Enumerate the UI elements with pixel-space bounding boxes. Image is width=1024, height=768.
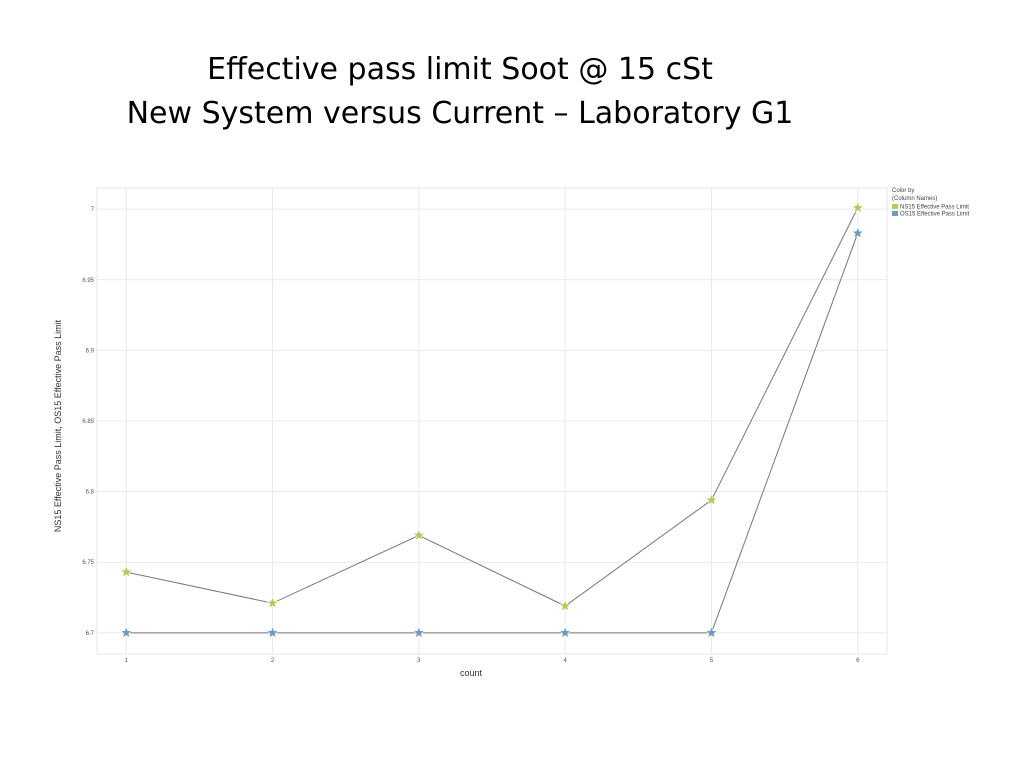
legend-title-line-2: (Column Names) <box>892 196 937 202</box>
legend-entry: NS15 Effective Pass Limit <box>900 205 969 211</box>
data-point-series-1 <box>704 493 718 506</box>
x-tick-labels: 1 2 3 4 5 6 <box>125 658 860 664</box>
data-point-series-2 <box>851 226 865 239</box>
y-tick-label: 6.7 <box>86 631 95 637</box>
data-point-series-1 <box>412 528 426 541</box>
data-point-series-1 <box>851 200 865 214</box>
slide-title: Effective pass limit Soot @ 15 cSt New S… <box>0 48 920 136</box>
data-point-series-1 <box>558 599 572 612</box>
legend-title-line-1: Color by <box>892 188 914 194</box>
series-markers <box>119 200 865 639</box>
legend-swatch <box>892 211 898 216</box>
data-point-series-2 <box>119 626 133 639</box>
legend-entry: OS15 Effective Pass Limit <box>900 212 970 218</box>
x-axis-title: count <box>460 668 483 678</box>
x-tick-label: 3 <box>417 658 421 664</box>
y-tick-label: 7 <box>91 207 95 213</box>
x-tick-label: 5 <box>710 658 714 664</box>
series-line-1 <box>126 207 859 607</box>
y-tick-label: 6.75 <box>82 560 94 566</box>
slide-title-line-1: Effective pass limit Soot @ 15 cSt <box>207 52 713 87</box>
legend-swatch <box>892 204 898 209</box>
y-tick-labels: 6.7 6.75 6.8 6.85 6.9 6.95 7 <box>82 207 94 637</box>
legend: Color by (Column Names) NS15 Effective P… <box>892 188 970 218</box>
data-point-series-1 <box>266 596 280 609</box>
x-tick-label: 2 <box>271 658 275 664</box>
x-tick-label: 4 <box>563 658 567 664</box>
series-line-2 <box>126 233 859 634</box>
y-axis-title: NS15 Effective Pass Limit, OS15 Effectiv… <box>53 319 63 532</box>
x-tick-label: 6 <box>856 658 860 664</box>
data-point-series-1 <box>119 565 133 578</box>
series-lines <box>126 207 859 634</box>
slide-title-line-2: New System versus Current – Laboratory G… <box>126 96 794 131</box>
data-point-series-2 <box>266 625 280 639</box>
y-tick-label: 6.85 <box>82 419 94 425</box>
data-point-series-2 <box>558 626 572 639</box>
data-point-series-2 <box>412 626 426 639</box>
y-tick-label: 6.95 <box>82 278 94 284</box>
y-tick-label: 6.9 <box>86 348 95 354</box>
data-point-series-2 <box>704 625 718 639</box>
y-tick-label: 6.8 <box>86 490 95 496</box>
x-tick-label: 1 <box>125 658 129 664</box>
